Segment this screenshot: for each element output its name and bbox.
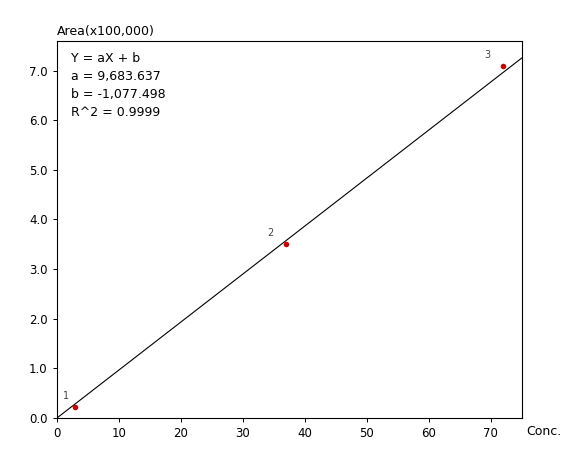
- Point: [71, 404, 80, 411]
- Text: Area(x100,000): Area(x100,000): [57, 25, 155, 38]
- Text: 2: 2: [268, 228, 274, 238]
- Point: [498, 63, 507, 70]
- Text: Y = aX + b
a = 9,683.637
b = -1,077.498
R^2 = 0.9999: Y = aX + b a = 9,683.637 b = -1,077.498 …: [71, 52, 165, 119]
- Text: 1: 1: [63, 391, 69, 401]
- Text: 3: 3: [484, 50, 490, 60]
- Point: [282, 240, 291, 247]
- Text: Conc.: Conc.: [526, 425, 561, 438]
